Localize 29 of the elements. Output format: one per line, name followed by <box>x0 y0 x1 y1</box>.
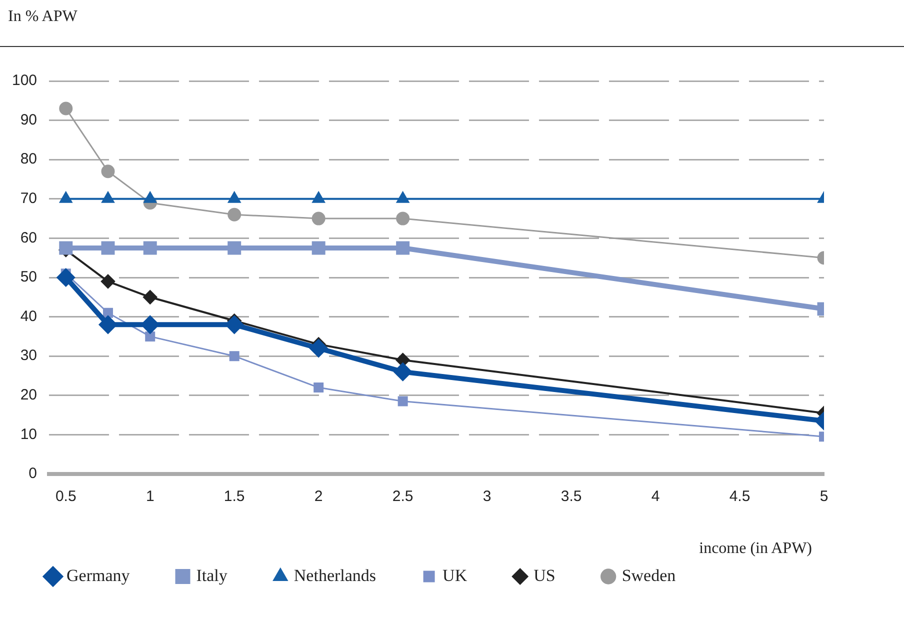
y-tick-label: 90 <box>20 111 38 128</box>
legend-label: US <box>534 566 556 585</box>
legend-label: Sweden <box>622 566 676 585</box>
x-tick-label: 3 <box>482 488 492 506</box>
legend-label: UK <box>442 566 468 585</box>
x-tick-label: 1 <box>146 488 154 506</box>
legend-label: Germany <box>66 566 130 585</box>
y-tick-label: 70 <box>20 190 38 208</box>
x-tick-label: 4.5 <box>729 488 750 506</box>
y-tick-label: 0 <box>28 465 38 482</box>
y-tick-label: 80 <box>20 150 38 168</box>
x-tick-label: 2 <box>314 488 323 506</box>
y-tick-label: 40 <box>20 308 38 325</box>
y-tick-label: 30 <box>20 347 38 364</box>
y-tick-label: 60 <box>20 229 38 246</box>
chart-title: In % APW <box>8 8 78 26</box>
x-tick-label: 2.5 <box>392 488 414 506</box>
y-tick-label: 100 <box>12 72 38 90</box>
x-axis-title: income (in APW) <box>699 540 812 558</box>
x-tick-label: 0.5 <box>55 488 76 506</box>
legend-label: Italy <box>196 566 228 585</box>
x-tick-label: 5 <box>820 488 828 506</box>
y-tick-label: 20 <box>20 386 38 404</box>
x-tick-label: 1.5 <box>224 488 245 506</box>
y-tick-label: 10 <box>20 426 38 443</box>
legend-label: Netherlands <box>294 566 376 585</box>
x-tick-label: 4 <box>651 488 660 506</box>
x-tick-label: 3.5 <box>560 488 582 506</box>
y-tick-label: 50 <box>20 268 38 286</box>
